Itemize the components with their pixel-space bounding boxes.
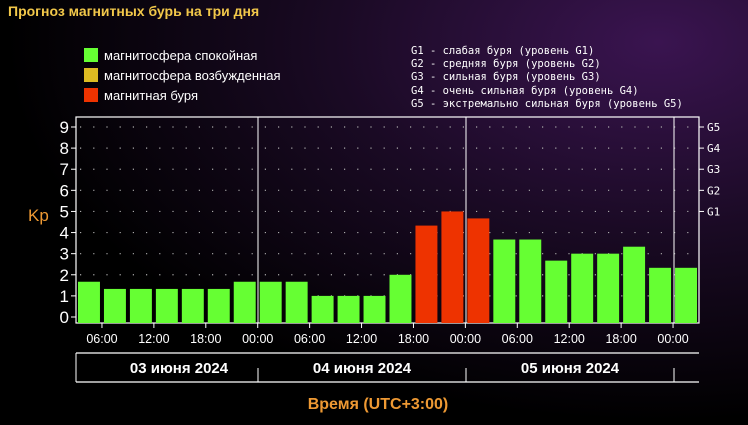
bar	[597, 253, 620, 323]
x-tick-label: 18:00	[398, 332, 429, 346]
g-tick-label: G3	[707, 163, 720, 176]
x-tick-label: 12:00	[554, 332, 585, 346]
x-tick-label: 12:00	[138, 332, 169, 346]
bar	[181, 288, 204, 323]
x-tick-label: 18:00	[605, 332, 636, 346]
bar	[363, 295, 386, 323]
bar	[285, 281, 308, 323]
day-label: 05 июня 2024	[521, 360, 620, 377]
x-tick-label: 00:00	[657, 332, 688, 346]
legend-item-storm: магнитная буря	[84, 85, 281, 105]
bar	[103, 288, 126, 323]
page-title: Прогноз магнитных бурь на три дня	[8, 3, 260, 19]
bar	[649, 267, 672, 323]
legend-item-active: магнитосфера возбужденная	[84, 65, 281, 85]
g-tick-label: G1	[707, 205, 720, 218]
y-tick-label: 7	[60, 160, 69, 179]
y-tick-label: 8	[60, 139, 69, 158]
bar	[129, 288, 152, 323]
bar	[571, 253, 594, 323]
legend-item-quiet: магнитосфера спокойная	[84, 45, 281, 65]
legend-swatch-quiet	[84, 48, 98, 62]
legend-swatch-storm	[84, 88, 98, 102]
x-axis-title: Время (UTC+3:00)	[308, 396, 449, 413]
legend-label-quiet: магнитосфера спокойная	[104, 47, 258, 63]
y-tick-label: 3	[60, 245, 69, 264]
y-tick-label: 6	[60, 181, 69, 200]
bar	[311, 295, 334, 323]
y-axis-label: Kp	[28, 206, 49, 225]
storm-level-g1: G1 - слабая буря (уровень G1)	[411, 45, 595, 57]
bar	[467, 218, 490, 323]
day-label: 04 июня 2024	[313, 360, 412, 377]
bar	[623, 246, 646, 323]
bar	[545, 260, 568, 323]
x-tick-label: 06:00	[294, 332, 325, 346]
y-tick-label: 4	[60, 224, 69, 243]
bar	[415, 225, 438, 323]
bar	[441, 211, 464, 323]
legend-label-storm: магнитная буря	[104, 87, 199, 103]
day-label: 03 июня 2024	[130, 360, 229, 377]
g-tick-label: G4	[707, 142, 721, 155]
bar	[389, 274, 412, 323]
legend-label-active: магнитосфера возбужденная	[104, 67, 281, 83]
y-tick-label: 5	[60, 202, 69, 221]
g-tick-label: G5	[707, 121, 720, 134]
bar	[675, 267, 697, 323]
x-tick-label: 18:00	[190, 332, 221, 346]
x-tick-label: 00:00	[242, 332, 273, 346]
x-tick-label: 00:00	[450, 332, 481, 346]
bar	[207, 288, 230, 323]
y-tick-label: 9	[60, 118, 69, 137]
bar	[337, 295, 360, 323]
storm-level-g2: G2 - средняя буря (уровень G2)	[411, 58, 601, 71]
y-tick-label: 0	[60, 308, 69, 327]
legend-swatch-active	[84, 68, 98, 82]
bar	[155, 288, 178, 323]
bar	[259, 281, 282, 323]
x-tick-label: 12:00	[346, 332, 377, 346]
plot-frame	[75, 116, 700, 324]
storm-level-g3: G3 - сильная буря (уровень G3)	[411, 71, 601, 84]
bar	[519, 239, 542, 323]
bar	[493, 239, 516, 323]
storm-level-g4: G4 - очень сильная буря (уровень G4)	[411, 84, 639, 97]
bar	[233, 281, 256, 323]
y-tick-label: 2	[60, 266, 69, 285]
storm-level-legend: G1 - слабая буря (уровень G1) G2 - средн…	[411, 45, 683, 111]
storm-level-g5: G5 - экстремально сильная буря (уровень …	[411, 97, 683, 110]
bar	[78, 281, 100, 323]
x-tick-label: 06:00	[86, 332, 117, 346]
g-tick-label: G2	[707, 184, 720, 197]
y-tick-label: 1	[60, 287, 69, 306]
x-tick-label: 06:00	[502, 332, 533, 346]
legend: магнитосфера спокойная магнитосфера возб…	[84, 45, 281, 105]
